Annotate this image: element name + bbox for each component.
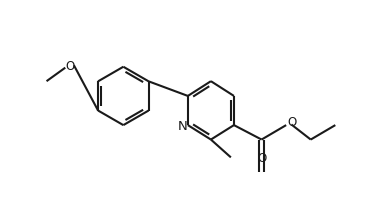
Text: N: N [177, 120, 187, 133]
Text: O: O [65, 60, 74, 73]
Text: O: O [288, 116, 297, 129]
Text: O: O [257, 152, 266, 165]
